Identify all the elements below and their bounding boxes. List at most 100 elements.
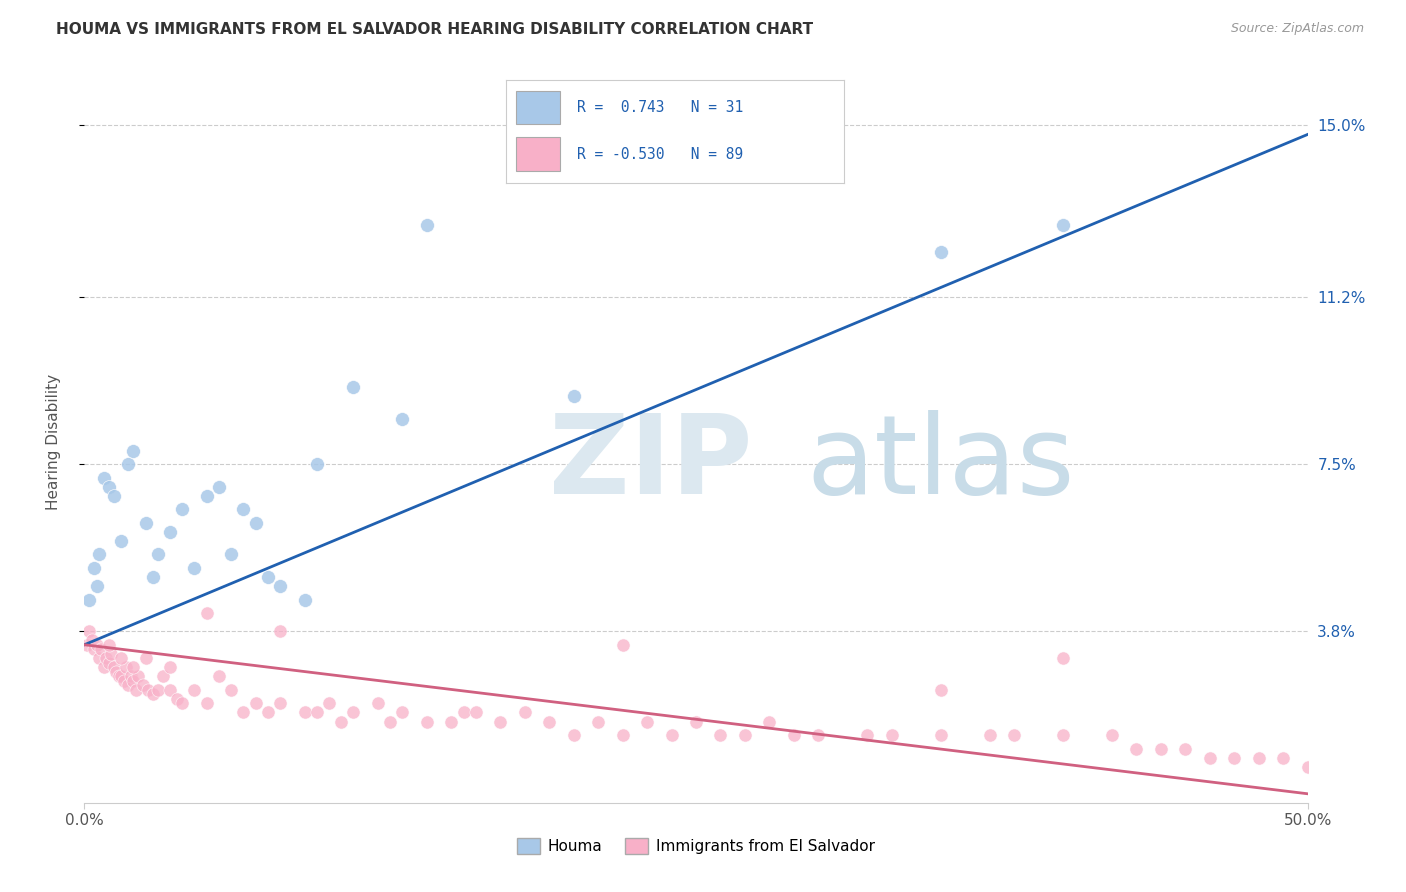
Point bbox=[1296, 760, 1319, 774]
Point bbox=[87, 548, 110, 562]
Point bbox=[562, 389, 585, 403]
Point bbox=[105, 665, 128, 679]
Point bbox=[758, 714, 780, 729]
Point bbox=[318, 697, 340, 711]
Point bbox=[453, 706, 475, 720]
Point bbox=[122, 660, 145, 674]
Point bbox=[257, 570, 280, 584]
Point bbox=[195, 489, 218, 503]
Point bbox=[612, 728, 634, 742]
Text: ZIP: ZIP bbox=[550, 409, 752, 516]
Point bbox=[391, 412, 413, 426]
Point bbox=[330, 714, 353, 729]
Point bbox=[172, 697, 194, 711]
Point bbox=[77, 592, 100, 607]
Point bbox=[135, 651, 157, 665]
Point bbox=[538, 714, 561, 729]
Point bbox=[103, 660, 125, 674]
Point bbox=[1125, 741, 1147, 756]
Point bbox=[100, 647, 122, 661]
Point bbox=[232, 502, 254, 516]
Point bbox=[142, 687, 165, 701]
Point bbox=[1150, 741, 1173, 756]
Point bbox=[294, 706, 316, 720]
Text: atlas: atlas bbox=[806, 409, 1074, 516]
Point bbox=[115, 660, 138, 674]
Point bbox=[97, 656, 120, 670]
Point bbox=[76, 638, 98, 652]
Point bbox=[1174, 741, 1197, 756]
Point bbox=[1198, 750, 1220, 764]
Point bbox=[86, 638, 108, 652]
Point bbox=[117, 457, 139, 471]
Point bbox=[1272, 750, 1295, 764]
Point bbox=[87, 651, 110, 665]
Point bbox=[269, 697, 291, 711]
Point bbox=[1052, 218, 1074, 232]
Point bbox=[97, 480, 120, 494]
Point bbox=[245, 697, 267, 711]
Point bbox=[80, 633, 103, 648]
Point bbox=[305, 706, 328, 720]
Point bbox=[440, 714, 463, 729]
Point bbox=[142, 570, 165, 584]
Point bbox=[97, 638, 120, 652]
Point bbox=[1223, 750, 1246, 764]
Point bbox=[136, 682, 159, 697]
Point bbox=[856, 728, 879, 742]
Point bbox=[929, 682, 952, 697]
Point bbox=[77, 624, 100, 639]
Text: R = -0.530   N = 89: R = -0.530 N = 89 bbox=[576, 146, 744, 161]
Point bbox=[513, 706, 536, 720]
Point bbox=[1101, 728, 1123, 742]
Point bbox=[380, 714, 402, 729]
Text: HOUMA VS IMMIGRANTS FROM EL SALVADOR HEARING DISABILITY CORRELATION CHART: HOUMA VS IMMIGRANTS FROM EL SALVADOR HEA… bbox=[56, 22, 813, 37]
Point bbox=[120, 669, 142, 683]
Point bbox=[208, 480, 231, 494]
Y-axis label: Hearing Disability: Hearing Disability bbox=[46, 374, 60, 509]
Point bbox=[183, 561, 205, 575]
Point bbox=[110, 533, 132, 548]
Point bbox=[146, 682, 169, 697]
Point bbox=[929, 244, 952, 259]
Point bbox=[305, 457, 328, 471]
Point bbox=[586, 714, 609, 729]
Point bbox=[125, 682, 148, 697]
Point bbox=[83, 642, 105, 657]
Point bbox=[1052, 651, 1074, 665]
Point bbox=[1247, 750, 1270, 764]
Point bbox=[391, 706, 413, 720]
Point bbox=[342, 706, 364, 720]
Point bbox=[661, 728, 683, 742]
FancyBboxPatch shape bbox=[516, 136, 560, 170]
Point bbox=[110, 669, 132, 683]
Point bbox=[685, 714, 707, 729]
Point bbox=[245, 516, 267, 530]
Point bbox=[979, 728, 1001, 742]
Point bbox=[489, 714, 512, 729]
Point bbox=[219, 548, 242, 562]
Point bbox=[208, 669, 231, 683]
Point bbox=[783, 728, 806, 742]
Point bbox=[146, 548, 169, 562]
Point bbox=[93, 660, 115, 674]
Point bbox=[734, 728, 756, 742]
Point bbox=[232, 706, 254, 720]
Point bbox=[1052, 728, 1074, 742]
Point bbox=[342, 380, 364, 394]
Point bbox=[183, 682, 205, 697]
Point bbox=[107, 669, 129, 683]
Legend: Houma, Immigrants from El Salvador: Houma, Immigrants from El Salvador bbox=[510, 832, 882, 860]
Point bbox=[929, 728, 952, 742]
Point bbox=[90, 642, 112, 657]
Text: Source: ZipAtlas.com: Source: ZipAtlas.com bbox=[1230, 22, 1364, 36]
Point bbox=[269, 579, 291, 593]
Point bbox=[636, 714, 658, 729]
Point bbox=[1002, 728, 1025, 742]
Point bbox=[152, 669, 174, 683]
Point bbox=[709, 728, 731, 742]
Point bbox=[122, 673, 145, 688]
Point bbox=[257, 706, 280, 720]
Point bbox=[96, 651, 118, 665]
Point bbox=[110, 651, 132, 665]
